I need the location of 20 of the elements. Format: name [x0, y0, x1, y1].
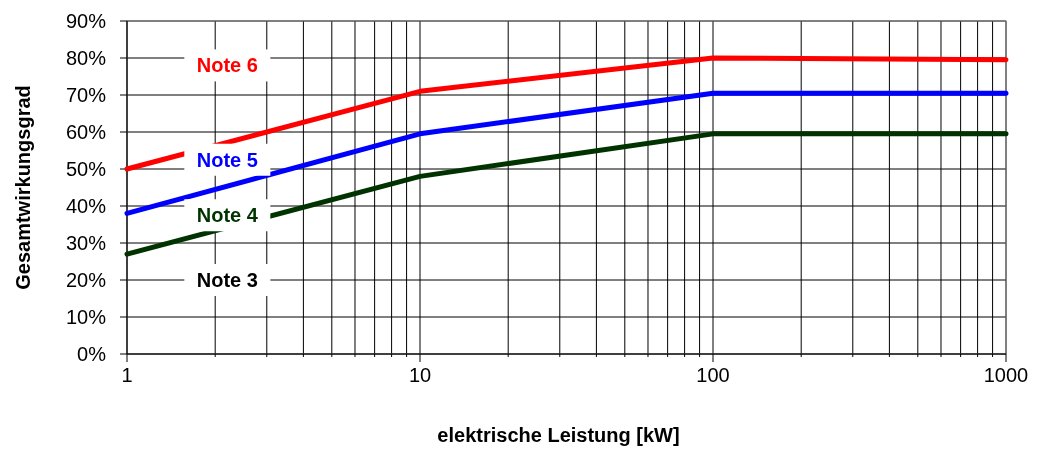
y-tick-label: 20% — [65, 269, 107, 291]
series-label: Note 5 — [196, 148, 258, 171]
x-tick-label: 1 — [121, 364, 133, 386]
x-tick-label: 1000 — [983, 364, 1029, 386]
y-tick-label: 40% — [65, 195, 107, 217]
y-tick-label: 70% — [65, 84, 107, 106]
y-axis-title: Gesamtwirkungsgrad — [12, 85, 34, 290]
annotation: Note 3 — [196, 269, 258, 291]
y-tick-label: 60% — [65, 121, 107, 143]
y-tick-label: 0% — [77, 343, 107, 365]
y-tick-label: 90% — [65, 10, 107, 32]
y-tick-label: 30% — [65, 232, 107, 254]
series-label: Note 4 — [196, 204, 259, 227]
text: Note 6 — [196, 54, 258, 77]
y-tick-label: 50% — [65, 158, 107, 180]
x-tick-label: 100 — [696, 364, 730, 386]
y-tick-label: 80% — [65, 47, 107, 69]
x-axis-title: elektrische Leistung [kW] — [437, 424, 680, 446]
y-tick-label: 10% — [65, 306, 107, 328]
x-tick-label: 10 — [408, 364, 432, 386]
